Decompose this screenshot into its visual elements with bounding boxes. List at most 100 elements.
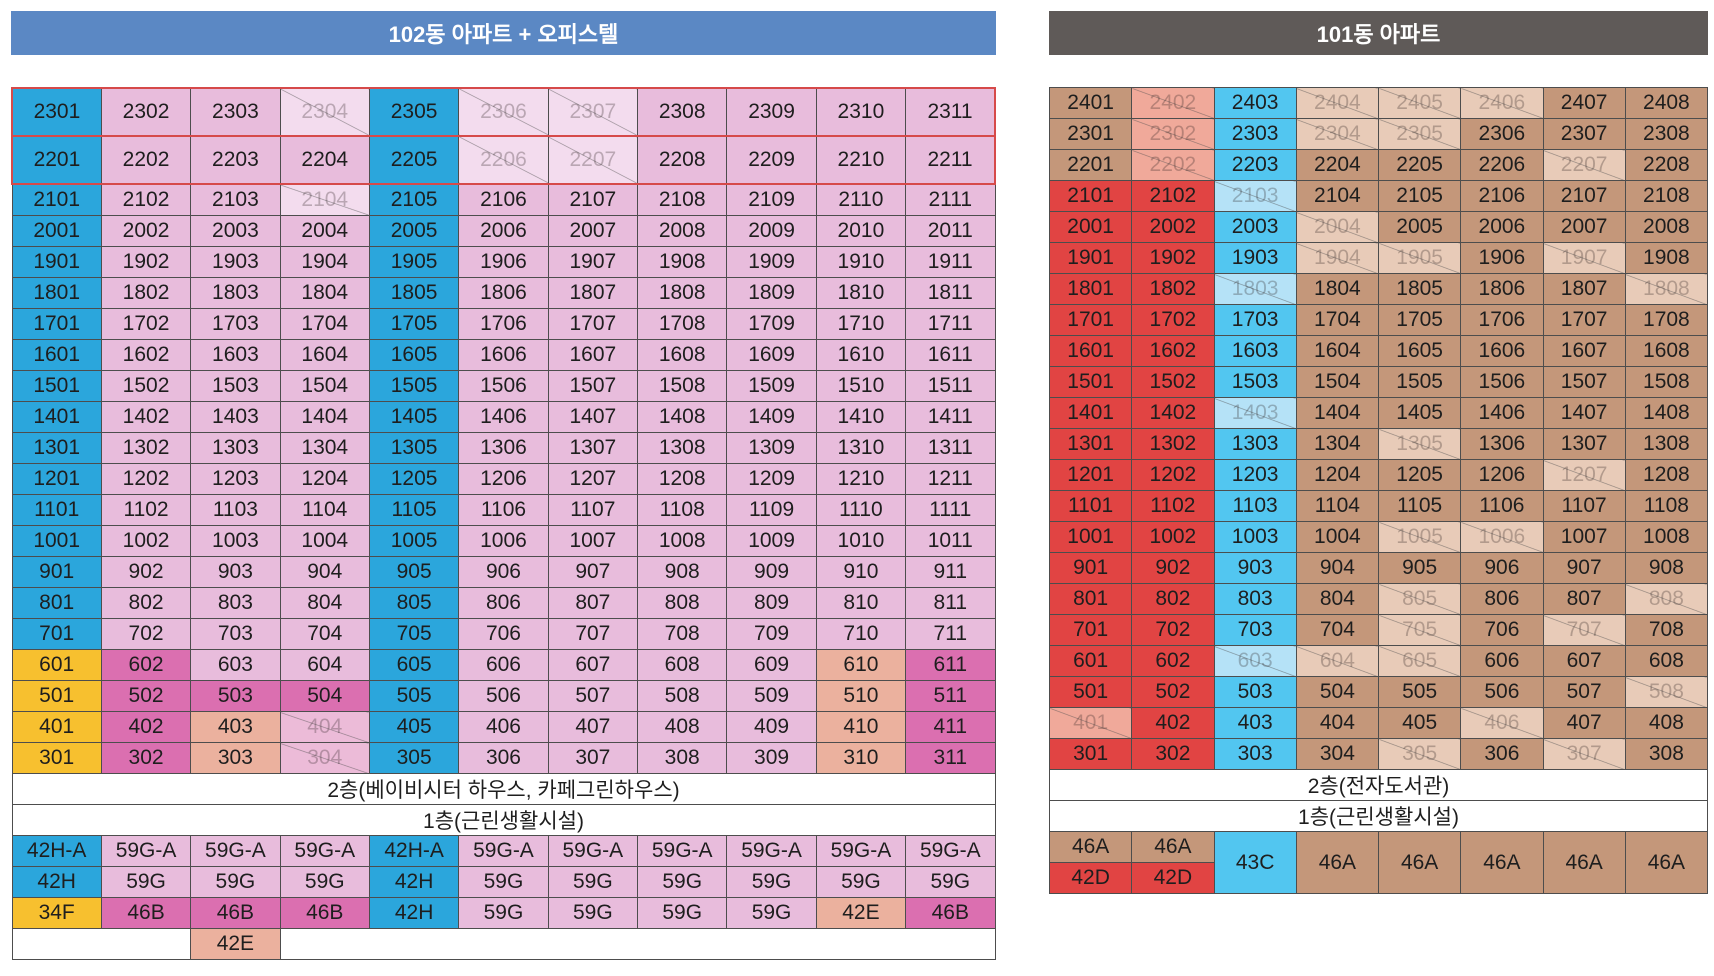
unit-cell: 608 — [637, 649, 728, 681]
building-102: 102동 아파트 + 오피스텔 2301 2302 2303 2304 2305 2306… — [10, 11, 997, 960]
unit-cell: 1505 — [368, 370, 460, 402]
unit-type-cell: 46B — [190, 897, 281, 929]
unit-cell: 1304 — [1295, 428, 1380, 460]
unit-cell: 1504 — [279, 370, 370, 402]
unit-cell: 1308 — [637, 432, 728, 464]
unit-cell: 1404 — [279, 401, 370, 433]
unit-cell: 1608 — [637, 339, 728, 371]
unit-type-cell: 42H — [368, 866, 460, 898]
unit-cell: 302 — [100, 742, 192, 774]
unit-cell: 1306 — [458, 432, 549, 464]
unit-cell: 1201 — [11, 463, 102, 495]
unit-cell: 1202 — [100, 463, 192, 495]
unit-cell: 1803 — [190, 277, 281, 309]
unit-cell: 408 — [637, 711, 728, 743]
unit-cell: 401 — [11, 711, 102, 743]
unit-cell: 1108 — [637, 494, 728, 526]
type-row-extra: 42E — [11, 928, 996, 960]
unit-cell: 2303 — [190, 87, 281, 137]
unit-cell: 2005 — [368, 215, 460, 247]
unit-cell: 2201 — [1048, 149, 1133, 181]
unit-cell: 1903 — [190, 246, 281, 278]
unit-cell: 1203 — [1213, 459, 1297, 491]
unit-cell: 806 — [458, 587, 549, 619]
unit-cell: 304 — [1295, 738, 1380, 770]
unit-cell: 1407 — [1542, 397, 1626, 429]
unit-cell: 1507 — [1542, 366, 1626, 398]
unit-cell: 1011 — [905, 525, 996, 557]
floor-row: 301 302 303 304 305 306 307 308 — [1048, 738, 1709, 770]
unit-cell: 1702 — [1131, 304, 1215, 336]
unit-cell: 902 — [1131, 552, 1215, 584]
unit-cell: 301 — [1048, 738, 1133, 770]
unit-cell: 803 — [190, 587, 281, 619]
floor-row: 901 902 903 904 905 906 907 908 909 910 911 — [11, 556, 996, 588]
floor-row: 2101 2102 2103 2104 2105 2106 2107 2108 — [1048, 180, 1709, 212]
floor-row: 2301 2302 2303 2304 2305 2306 2307 2308 — [1048, 118, 1709, 150]
unit-cell: 1506 — [458, 370, 549, 402]
unit-cell: 1402 — [1131, 397, 1215, 429]
unit-cell: 711 — [905, 618, 996, 650]
unit-cell: 303 — [1213, 738, 1297, 770]
unit-cell: 1305 — [368, 432, 460, 464]
unit-cell: 2005 — [1377, 211, 1462, 243]
unit-cell: 1705 — [368, 308, 460, 340]
unit-cell: 2007 — [1542, 211, 1626, 243]
floor-row: 1501 1502 1503 1504 1505 1506 1507 1508 — [1048, 366, 1709, 398]
unit-cell: 403 — [190, 711, 281, 743]
unit-cell: 1002 — [1131, 521, 1215, 553]
unit-cell: 1704 — [279, 308, 370, 340]
unit-cell: 1906 — [1460, 242, 1544, 274]
floor-row: 701 702 703 704 705 706 707 708 709 710 711 — [11, 618, 996, 650]
unit-cell: 2010 — [815, 215, 907, 247]
unit-cell: 706 — [1460, 614, 1544, 646]
unit-cell: 2105 — [368, 183, 460, 216]
unit-cell: 806 — [1460, 583, 1544, 615]
unit-cell: 2111 — [905, 183, 996, 216]
unit-cell: 610 — [815, 649, 907, 681]
unit-cell: 1302 — [100, 432, 192, 464]
floor-row: 1601 1602 1603 1604 1605 1606 1607 1608 — [1048, 335, 1709, 367]
unit-cell: 607 — [547, 649, 639, 681]
unit-cell: 1601 — [11, 339, 102, 371]
unit-cell: 1004 — [1295, 521, 1380, 553]
unit-cell: 1001 — [1048, 521, 1133, 553]
unit-cell: 2102 — [100, 183, 192, 216]
unit-cell: 808 — [637, 587, 728, 619]
unit-cell: 1808 — [1624, 273, 1709, 305]
type-row: 42H-A 59G-A 59G-A 59G-A 42H-A 59G-A 59G-A 59G-A… — [11, 835, 996, 867]
unit-cell: 601 — [1048, 645, 1133, 677]
unit-cell: 1406 — [1460, 397, 1544, 429]
unit-cell: 1408 — [637, 401, 728, 433]
unit-cell: 507 — [547, 680, 639, 712]
floor-row: 1701 1702 1703 1704 1705 1706 1707 1708 — [1048, 304, 1709, 336]
unit-cell: 1811 — [905, 277, 996, 309]
unit-cell: 2307 — [1542, 118, 1626, 150]
unit-cell: 1408 — [1624, 397, 1709, 429]
unit-cell: 306 — [458, 742, 549, 774]
unit-cell: 2402 — [1131, 87, 1215, 119]
floor-row: 601 602 603 604 605 606 607 608 609 610 611 — [11, 649, 996, 681]
unit-cell: 409 — [726, 711, 817, 743]
unit-cell: 2101 — [11, 183, 102, 216]
unit-cell: 805 — [368, 587, 460, 619]
unit-cell: 708 — [1624, 614, 1709, 646]
unit-cell: 606 — [458, 649, 549, 681]
floor-row: 1301 1302 1303 1304 1305 1306 1307 1308 1309 1310… — [11, 432, 996, 464]
unit-cell: 1911 — [905, 246, 996, 278]
unit-cell: 1008 — [1624, 521, 1709, 553]
unit-cell: 911 — [905, 556, 996, 588]
unit-cell: 1701 — [11, 308, 102, 340]
unit-cell: 1204 — [1295, 459, 1380, 491]
floor-row: 1901 1902 1903 1904 1905 1906 1907 1908 1909 1910… — [11, 246, 996, 278]
unit-cell: 406 — [458, 711, 549, 743]
unit-cell: 1605 — [368, 339, 460, 371]
unit-cell: 307 — [547, 742, 639, 774]
unit-type-cell: 59G-A — [190, 835, 281, 867]
unit-cell: 1706 — [1460, 304, 1544, 336]
empty-cell — [548, 928, 638, 960]
floor-2-label: 2층(전자도서관) — [1049, 769, 1708, 801]
unit-cell: 1404 — [1295, 397, 1380, 429]
unit-cell: 710 — [815, 618, 907, 650]
unit-cell: 807 — [1542, 583, 1626, 615]
